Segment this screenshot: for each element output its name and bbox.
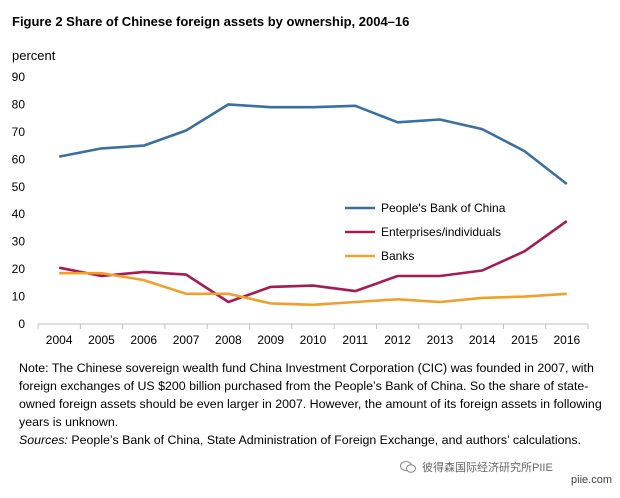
legend-label: People's Bank of China [381, 201, 506, 215]
x-tick-label: 2004 [46, 333, 73, 347]
y-tick-label: 40 [12, 207, 26, 221]
x-tick-label: 2010 [300, 333, 327, 347]
x-tick-label: 2013 [427, 333, 454, 347]
x-tick-label: 2012 [384, 333, 411, 347]
series-line-enterprises-individuals [58, 220, 568, 304]
site-label: piie.com [571, 474, 612, 486]
x-tick-label: 2014 [469, 333, 496, 347]
x-tick-label: 2016 [553, 333, 580, 347]
legend-label: Banks [381, 249, 414, 263]
watermark: 彼得森国际经济研究所PIIE [400, 459, 553, 475]
y-axis-label: percent [12, 48, 56, 63]
y-tick-label: 10 [12, 290, 26, 304]
x-tick-label: 2007 [173, 333, 200, 347]
x-tick-label: 2005 [88, 333, 115, 347]
y-tick-label: 80 [12, 97, 26, 111]
sources-label: Sources: [19, 433, 68, 447]
y-tick-label: 60 [12, 152, 26, 166]
x-tick-label: 2008 [215, 333, 242, 347]
x-tick-label: 2015 [511, 333, 538, 347]
y-tick-label: 20 [12, 262, 26, 276]
series-line-people-s-bank-of-china [58, 103, 568, 186]
chart-title: Figure 2 Share of Chinese foreign assets… [12, 14, 410, 29]
sources-line: Sources: People’s Bank of China, State A… [19, 431, 611, 449]
y-tick-label: 70 [12, 125, 26, 139]
y-tick-label: 50 [12, 180, 26, 194]
y-tick-label: 90 [12, 70, 26, 84]
x-tick-label: 2011 [342, 333, 368, 347]
sources-text: People’s Bank of China, State Administra… [67, 433, 582, 447]
y-tick-label: 30 [12, 235, 26, 249]
chart-note: Note: The Chinese sovereign wealth fund … [19, 359, 611, 449]
line-chart: percent 0 10 20 30 40 50 60 70 80 90 2004 2005 2006… [12, 48, 589, 347]
y-tick-label: 0 [18, 317, 25, 331]
note-text: Note: The Chinese sovereign wealth fund … [19, 361, 602, 429]
wechat-icon [400, 461, 416, 473]
x-tick-label: 2006 [130, 333, 157, 347]
series-line-banks [59, 271, 567, 307]
x-tick-label: 2009 [257, 333, 284, 347]
watermark-text: 彼得森国际经济研究所PIIE [422, 462, 553, 474]
legend-label: Enterprises/individuals [381, 225, 501, 239]
